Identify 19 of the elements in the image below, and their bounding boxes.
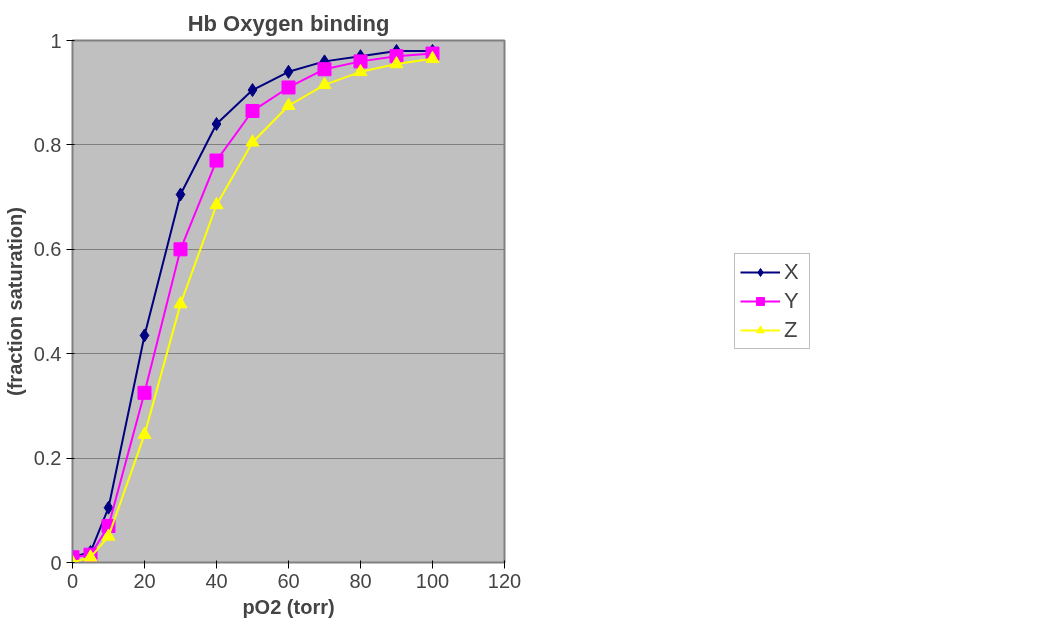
y-tick-label: 0 xyxy=(50,551,62,574)
y-tick-label: 0.2 xyxy=(33,447,62,470)
y-tick-label: 0.4 xyxy=(33,342,62,365)
y-axis-title: (fraction saturation) xyxy=(3,207,26,396)
x-tick-label: 100 xyxy=(415,569,450,592)
x-tick-label: 20 xyxy=(133,569,156,592)
legend-label: Y xyxy=(784,288,800,314)
x-tick-label: 0 xyxy=(66,569,79,592)
x-tick-label: 120 xyxy=(487,569,522,592)
x-tick-label: 60 xyxy=(277,569,300,592)
legend-label: X xyxy=(784,259,800,285)
x-axis-title: pO2 (torr) xyxy=(242,595,335,618)
legend-label: Z xyxy=(784,317,799,343)
chart-title: Hb Oxygen binding xyxy=(187,10,390,36)
y-tick-label: 0.6 xyxy=(33,238,62,261)
y-tick-label: 1 xyxy=(50,29,62,52)
x-tick-label: 80 xyxy=(349,569,372,592)
x-tick-label: 40 xyxy=(205,569,228,592)
y-tick-label: 0.8 xyxy=(33,133,62,156)
